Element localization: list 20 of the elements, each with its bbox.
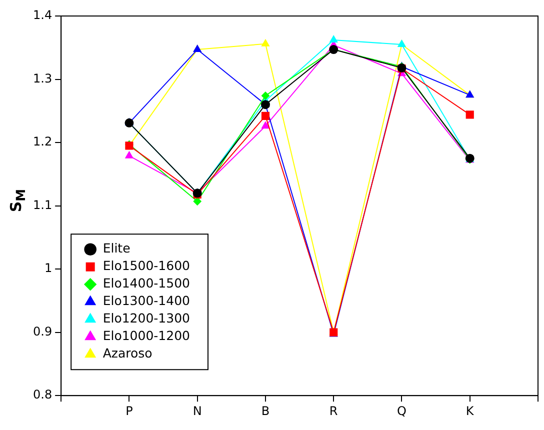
legend-label: Elo1300-1400 bbox=[102, 293, 190, 308]
y-tick-label: 1.4 bbox=[32, 8, 52, 22]
x-tick-label: R bbox=[329, 404, 338, 418]
x-tick-label: K bbox=[466, 404, 475, 418]
y-tick-label: 1.2 bbox=[32, 134, 52, 149]
legend-label: Elo1500-1600 bbox=[102, 258, 190, 274]
legend-label: Azaroso bbox=[102, 346, 152, 361]
x-tick-label: N bbox=[192, 404, 202, 418]
y-tick-label: 0.8 bbox=[32, 388, 52, 402]
legend-label: Elite bbox=[102, 240, 131, 256]
y-tick-label: 0.9 bbox=[32, 324, 52, 338]
y-tick-label: 1.1 bbox=[32, 198, 52, 212]
x-tick-label: Q bbox=[397, 404, 406, 418]
legend-label: Elo1000-1200 bbox=[102, 328, 190, 344]
x-tick-label: B bbox=[261, 404, 270, 418]
legend-label: Elo1200-1300 bbox=[102, 310, 190, 326]
x-tick-label: P bbox=[126, 404, 133, 418]
y-tick-label: 1.3 bbox=[32, 71, 52, 86]
y-tick-label: 1 bbox=[44, 261, 52, 276]
legend-label: Elo1400-1500 bbox=[102, 276, 190, 291]
